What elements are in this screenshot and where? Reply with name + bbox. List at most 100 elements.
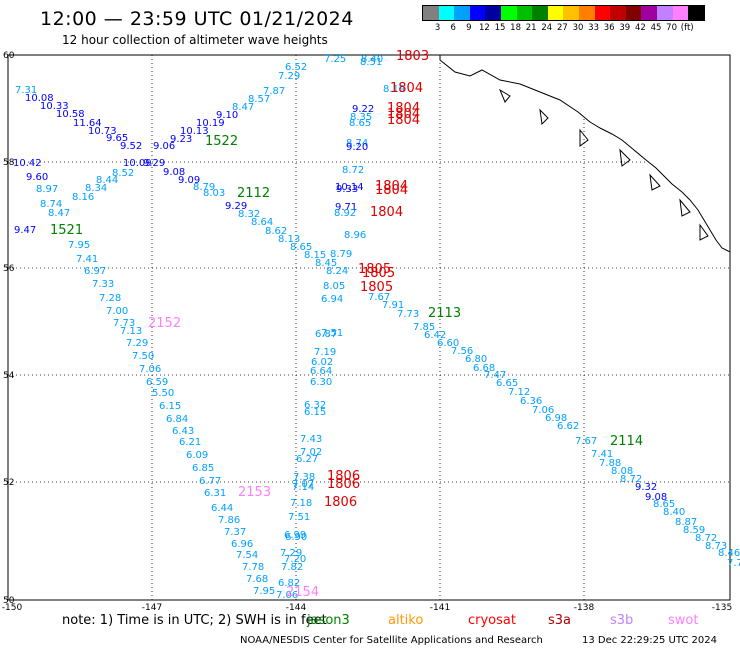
wave-height-value: 8.72 bbox=[342, 165, 364, 176]
wave-height-value: 6.21 bbox=[179, 437, 201, 448]
wave-height-value: 9.47 bbox=[14, 225, 36, 236]
pass-label: 2113 bbox=[428, 306, 461, 321]
wave-height-value: 10.58 bbox=[56, 109, 85, 120]
wave-height-value: 7.06 bbox=[532, 405, 554, 416]
wave-height-value: 10.19 bbox=[196, 118, 225, 129]
legend-label: 3 bbox=[434, 23, 441, 33]
wave-height-value: 9.29 bbox=[143, 158, 165, 169]
pass-label: 2112 bbox=[237, 186, 270, 201]
wave-height-value: 6.36 bbox=[520, 396, 542, 407]
wave-height-value: 9.52 bbox=[120, 141, 142, 152]
pass-label: 2114 bbox=[610, 434, 643, 449]
wave-height-value: 8.44 bbox=[96, 175, 118, 186]
longitude-label: -138 bbox=[574, 603, 595, 613]
legend-label: 70 bbox=[666, 23, 678, 33]
wave-height-value: 6.62 bbox=[557, 421, 579, 432]
wave-height-value: 7.95 bbox=[253, 586, 275, 597]
pass-label: 1521 bbox=[50, 223, 83, 238]
wave-height-value: 7.28 bbox=[99, 293, 121, 304]
wave-height-value: 8.65 bbox=[290, 242, 312, 253]
legend-swatch bbox=[485, 6, 501, 20]
legend-swatch bbox=[578, 6, 595, 20]
pass-label: 2154 bbox=[286, 585, 319, 600]
satellite-label: s3b bbox=[610, 613, 634, 628]
wave-height-value: 8.97 bbox=[36, 184, 58, 195]
wave-height-value: 6.99 bbox=[284, 530, 306, 541]
legend-label: 33 bbox=[588, 23, 600, 33]
pass-label: 2152 bbox=[148, 316, 181, 331]
wave-height-value: 9.65 bbox=[106, 133, 128, 144]
wave-height-value: 7.12 bbox=[508, 387, 530, 398]
wave-height-value: 8.65 bbox=[653, 499, 675, 510]
wave-height-value: 6.59 bbox=[146, 377, 168, 388]
latitude-label: 50 bbox=[3, 596, 15, 606]
wave-height-value: 9.23 bbox=[170, 134, 192, 145]
wave-height-value: 7.18 bbox=[290, 498, 312, 509]
wave-height-value: 8.24 bbox=[326, 266, 348, 277]
legend-label: 36 bbox=[603, 23, 615, 33]
wave-height-value: 9.60 bbox=[26, 172, 48, 183]
pass-label: 1805 bbox=[362, 266, 395, 281]
pass-label: 1804 bbox=[387, 107, 420, 122]
wave-height-value: 8.13 bbox=[278, 234, 300, 245]
wave-height-value: 6.52 bbox=[285, 62, 307, 73]
wave-height-value: 8.74 bbox=[40, 199, 62, 210]
pass-label: 2153 bbox=[238, 485, 271, 500]
legend-label: 30 bbox=[572, 23, 584, 33]
legend-swatch bbox=[563, 6, 579, 20]
wave-height-value: 6.84 bbox=[166, 414, 188, 425]
wave-height-value: 8.57 bbox=[248, 94, 270, 105]
wave-height-value: 6.94 bbox=[321, 294, 343, 305]
wave-height-value: 8.16 bbox=[72, 192, 94, 203]
satellite-label: cryosat bbox=[468, 613, 516, 628]
wave-height-value: 6.77 bbox=[199, 476, 221, 487]
wave-height-value: 6.90 bbox=[285, 532, 307, 543]
legend-label: 12 bbox=[478, 23, 490, 33]
wave-height-value: 6.27 bbox=[296, 454, 318, 465]
wave-height-value: 7.85 bbox=[413, 322, 435, 333]
legend-label: (ft) bbox=[680, 23, 694, 33]
wave-height-value: 9.33 bbox=[336, 184, 358, 195]
wave-height-value: 7.41 bbox=[76, 254, 98, 265]
legend-swatch bbox=[594, 6, 611, 20]
wave-height-value: 7.51 bbox=[288, 512, 310, 523]
footer-credit: NOAA/NESDIS Center for Satellite Applica… bbox=[240, 635, 543, 646]
latitude-label: 58 bbox=[3, 158, 15, 168]
wave-height-value: 6.30 bbox=[310, 377, 332, 388]
legend-label: 24 bbox=[541, 23, 553, 33]
satellite-label: altiko bbox=[388, 613, 424, 628]
legend-swatch bbox=[610, 6, 626, 20]
legend-label: 9 bbox=[466, 23, 472, 33]
wave-height-value: 9.29 bbox=[225, 201, 247, 212]
wave-height-value: 7.87 bbox=[263, 86, 285, 97]
wave-height-value: 8.74 bbox=[346, 138, 368, 149]
wave-height-value: 8.40 bbox=[663, 507, 685, 518]
pass-label: 1806 bbox=[327, 477, 360, 492]
pass-label: 1806 bbox=[324, 495, 357, 510]
wave-height-value: 7.19 bbox=[314, 347, 336, 358]
legend-swatch bbox=[516, 6, 533, 20]
legend-labels: 3 6 9 12 15 18 21 24 27 30 33 36 39 42 45 70 (ft) bbox=[422, 21, 705, 33]
wave-height-value: 6.42 bbox=[424, 330, 446, 341]
wave-height-value: 7.06 bbox=[139, 364, 161, 375]
wave-height-value: 8.32 bbox=[238, 209, 260, 220]
wave-height-value: 6.87 bbox=[315, 329, 337, 340]
wave-height-value: 7.7 bbox=[727, 558, 740, 569]
wave-height-value: 8.72 bbox=[695, 533, 717, 544]
wave-height-value: 10.73 bbox=[88, 126, 117, 137]
legend-swatch bbox=[688, 6, 704, 20]
wave-height-value: 9.71 bbox=[335, 202, 357, 213]
wave-height-value: 8.47 bbox=[48, 208, 70, 219]
wave-height-value: 7.68 bbox=[246, 574, 268, 585]
legend-swatch bbox=[672, 6, 689, 20]
wave-height-value: 8.87 bbox=[675, 517, 697, 528]
longitude-label: -147 bbox=[142, 603, 162, 613]
wave-height-value: 8.79 bbox=[193, 182, 215, 193]
graticule bbox=[8, 55, 730, 600]
legend-label: 45 bbox=[650, 23, 662, 33]
latitude-label: 52 bbox=[3, 478, 14, 488]
wave-height-value: 7.73 bbox=[113, 318, 135, 329]
page-subtitle: 12 hour collection of altimeter wave hei… bbox=[62, 33, 328, 47]
legend-label: 18 bbox=[510, 23, 522, 33]
